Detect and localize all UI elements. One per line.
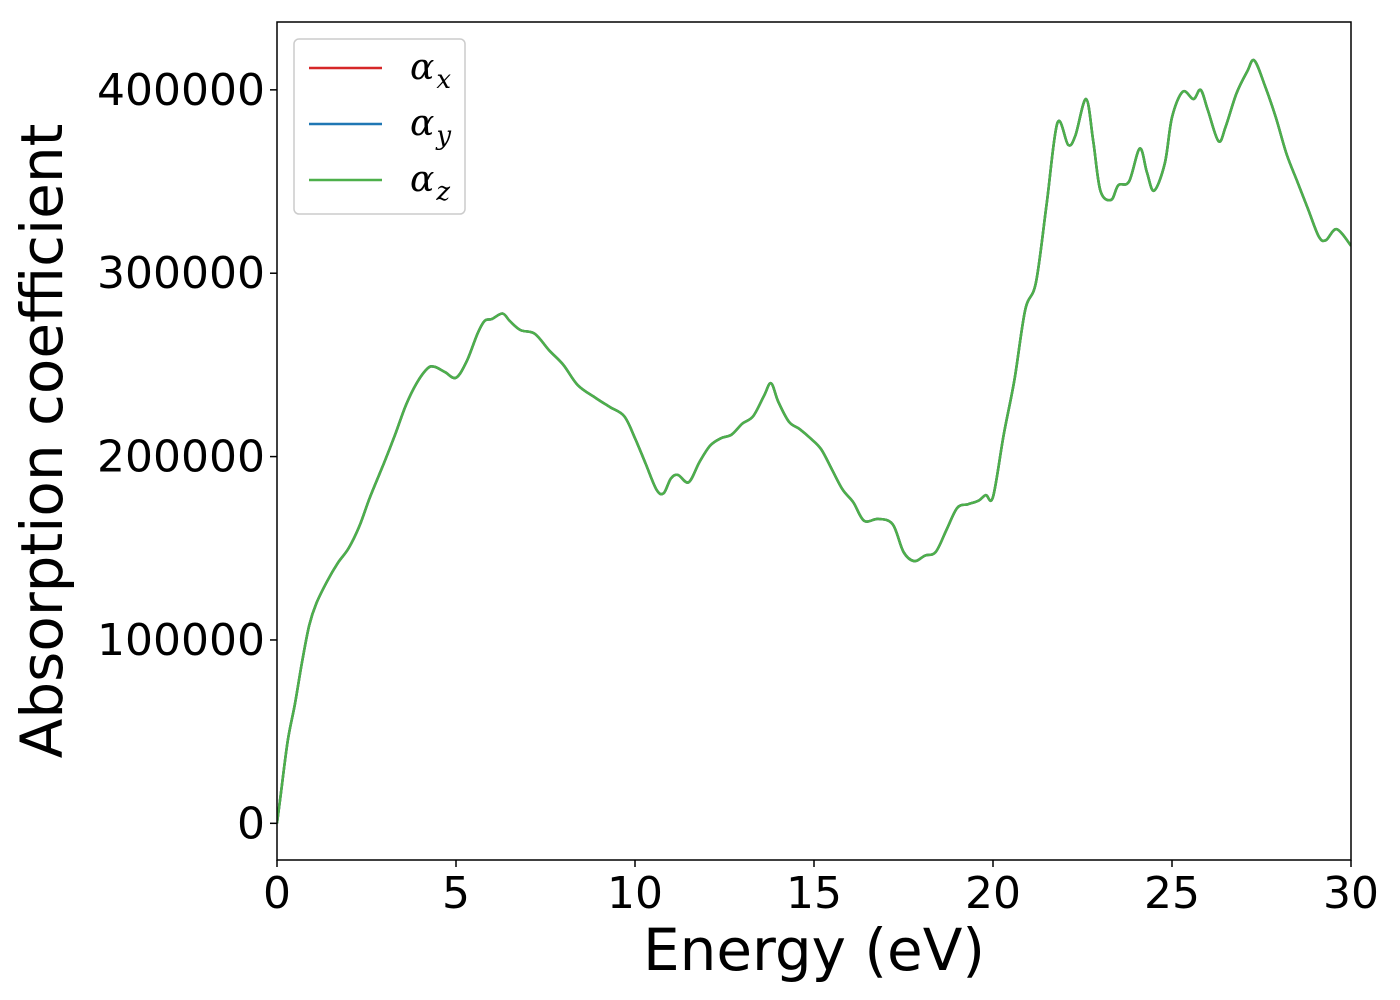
y-axis-title: Absorption coefficient [8, 124, 76, 759]
series-line-alpha-z [277, 58, 1351, 824]
x-tick-label: 15 [786, 868, 842, 919]
x-tick-label: 25 [1144, 868, 1200, 919]
y-tick-label: 400000 [97, 65, 265, 116]
x-tick-label: 0 [263, 868, 291, 919]
y-tick-label: 0 [237, 798, 265, 849]
x-tick-label: 5 [442, 868, 470, 919]
x-axis-title: Energy (eV) [643, 916, 985, 984]
x-tick-label: 30 [1323, 868, 1379, 919]
y-tick-label: 300000 [97, 248, 265, 299]
x-tick-label: 10 [607, 868, 663, 919]
x-axis: 0 5 10 15 20 25 30 [263, 860, 1379, 919]
legend-label-alpha-z: αz [410, 159, 450, 207]
legend: αx αy αz [293, 38, 466, 215]
legend-label-alpha-y: αy [410, 103, 451, 151]
y-tick-label: 200000 [97, 432, 265, 483]
y-axis: 0 100000 200000 300000 400000 [97, 65, 277, 849]
series-layer [277, 58, 1351, 824]
legend-frame [293, 38, 466, 215]
y-tick-label: 100000 [97, 615, 265, 666]
legend-label-alpha-x: αx [410, 47, 451, 95]
x-tick-label: 20 [965, 868, 1021, 919]
